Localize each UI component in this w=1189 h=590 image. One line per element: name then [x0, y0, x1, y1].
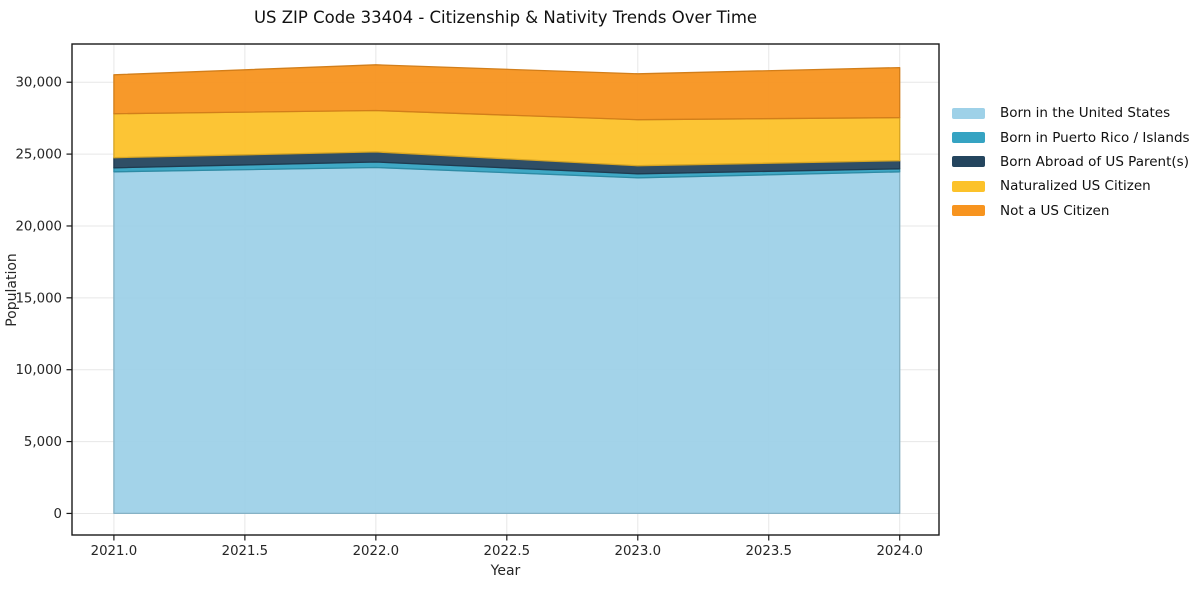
legend-item: Born in Puerto Rico / Islands [952, 125, 1189, 149]
legend-swatch [952, 132, 985, 144]
y-tick-label: 30,000 [15, 76, 62, 91]
y-tick-label: 0 [54, 507, 62, 522]
x-axis-label: Year [490, 563, 521, 579]
legend-item: Born Abroad of US Parent(s) [952, 150, 1189, 174]
y-tick-label: 25,000 [15, 148, 62, 163]
x-tick-label: 2023.5 [745, 544, 792, 559]
legend-label: Born in the United States [1000, 105, 1171, 122]
x-tick-label: 2022.5 [484, 544, 531, 559]
y-tick-label: 10,000 [15, 363, 62, 378]
y-tick-label: 20,000 [15, 219, 62, 234]
legend-label: Naturalized US Citizen [1000, 178, 1151, 195]
y-axis-label: Population [4, 253, 20, 327]
area-band-not-a-us-citizen [113, 64, 901, 121]
y-tick-label: 5,000 [24, 435, 62, 450]
legend-label: Not a US Citizen [1000, 202, 1110, 219]
x-tick-label: 2023.0 [615, 544, 662, 559]
x-tick-label: 2022.0 [353, 544, 400, 559]
x-tick-label: 2024.0 [876, 544, 923, 559]
legend-item: Not a US Citizen [952, 199, 1189, 223]
x-tick-label: 2021.0 [91, 544, 138, 559]
legend-swatch [952, 156, 985, 168]
legend-swatch [952, 205, 985, 217]
legend-item: Born in the United States [952, 101, 1189, 125]
area-band-born-in-the-united-states [113, 166, 901, 515]
chart-title: US ZIP Code 33404 - Citizenship & Nativi… [253, 8, 758, 27]
legend-label: Born in Puerto Rico / Islands [1000, 129, 1189, 146]
axes-spines [71, 43, 940, 536]
legend-item: Naturalized US Citizen [952, 174, 1189, 198]
legend: Born in the United States Born in Puerto … [952, 101, 1189, 223]
legend-label: Born Abroad of US Parent(s) [1000, 153, 1189, 170]
x-tick-label: 2021.5 [222, 544, 269, 559]
legend-swatch [952, 180, 985, 192]
legend-swatch [952, 107, 985, 119]
y-tick-label: 15,000 [15, 291, 62, 306]
